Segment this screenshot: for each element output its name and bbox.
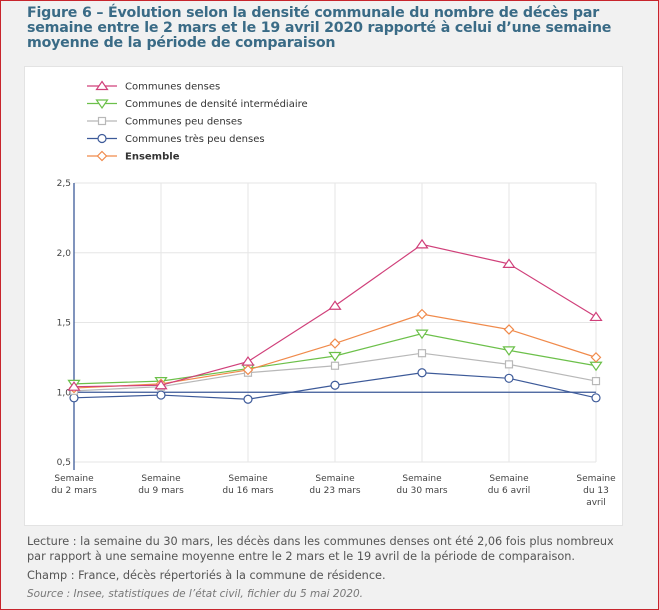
data-point bbox=[589, 361, 603, 372]
data-point bbox=[589, 311, 603, 322]
x-tick-line: du 2 mars bbox=[51, 486, 97, 496]
x-tick-line: Semaine bbox=[576, 474, 616, 484]
data-point bbox=[417, 368, 427, 378]
legend-marker bbox=[96, 150, 108, 162]
x-tick-line: Semaine bbox=[489, 474, 529, 484]
x-tick-label: Semaine du 30 mars bbox=[396, 474, 448, 496]
y-tick-label: 2,0 bbox=[57, 249, 72, 259]
x-tick-line: Semaine bbox=[315, 474, 355, 484]
data-point bbox=[415, 329, 429, 340]
y-tick-label: 2,5 bbox=[57, 179, 71, 189]
x-tick-line: Semaine bbox=[54, 474, 94, 484]
x-tick-line: avril bbox=[586, 498, 606, 508]
chart-container: 0,5 1,0 1,5 2,0 2,5 Semaine du 2 mars Semaine du… bbox=[24, 66, 623, 526]
data-point bbox=[590, 352, 602, 363]
x-tick-line: du 16 mars bbox=[222, 486, 274, 496]
data-point bbox=[69, 393, 79, 403]
data-point bbox=[591, 393, 601, 403]
data-point bbox=[502, 346, 516, 356]
data-point bbox=[156, 390, 166, 400]
source-note: Source : Insee, statistiques de l’état c… bbox=[27, 588, 363, 600]
legend-marker bbox=[95, 99, 109, 110]
legend-label: Communes de densité intermédiaire bbox=[125, 98, 308, 110]
data-point bbox=[328, 300, 342, 310]
legend-marker bbox=[97, 116, 107, 126]
data-point bbox=[503, 324, 515, 335]
data-point bbox=[330, 361, 340, 370]
y-tick-label: 1,5 bbox=[57, 319, 71, 329]
lecture-note: Lecture : la semaine du 30 mars, les déc… bbox=[27, 535, 614, 563]
legend-label: Communes denses bbox=[125, 82, 220, 93]
data-point bbox=[591, 376, 601, 386]
legend-label: Communes peu denses bbox=[125, 117, 242, 128]
data-point bbox=[504, 373, 514, 383]
x-tick-line: du 6 avril bbox=[488, 486, 530, 496]
x-tick-label: Semaine du 23 mars bbox=[309, 474, 361, 496]
legend-marker bbox=[95, 80, 109, 91]
figure-title: Figure 6 – Évolution selon la densité co… bbox=[27, 5, 612, 51]
data-point bbox=[415, 238, 429, 249]
x-tick-line: du 9 mars bbox=[138, 486, 184, 496]
data-point bbox=[67, 381, 81, 391]
x-tick-line: du 13 bbox=[583, 486, 609, 496]
data-point bbox=[416, 308, 428, 320]
data-point bbox=[330, 380, 340, 390]
data-point bbox=[242, 364, 254, 376]
data-point bbox=[502, 258, 516, 269]
legend-marker bbox=[97, 133, 107, 144]
x-tick-line: du 30 mars bbox=[396, 486, 448, 496]
x-tick-label: Semaine du 13 avril bbox=[576, 474, 616, 508]
line-chart: 0,5 1,0 1,5 2,0 2,5 Semaine du 2 mars Semaine du… bbox=[51, 80, 616, 508]
data-point bbox=[241, 356, 255, 366]
y-tick-label: 1,0 bbox=[57, 388, 72, 398]
x-tick-label: Semaine du 9 mars bbox=[138, 474, 184, 496]
legend-label: Ensemble bbox=[125, 152, 180, 163]
champ-note: Champ : France, décès répertoriés à la c… bbox=[27, 569, 386, 582]
data-point bbox=[243, 394, 253, 404]
x-tick-line: Semaine bbox=[228, 474, 268, 484]
y-tick-label: 0,5 bbox=[57, 458, 71, 468]
data-point bbox=[504, 360, 514, 369]
legend-label: Communes très peu denses bbox=[125, 133, 265, 145]
x-tick-label: Semaine du 2 mars bbox=[51, 474, 97, 496]
x-tick-label: Semaine du 16 mars bbox=[222, 474, 274, 496]
data-point bbox=[328, 351, 342, 362]
x-tick-line: du 23 mars bbox=[309, 486, 361, 496]
x-tick-line: Semaine bbox=[402, 474, 442, 484]
data-point bbox=[154, 379, 168, 390]
data-point bbox=[329, 338, 341, 349]
x-tick-label: Semaine du 6 avril bbox=[488, 474, 530, 496]
data-point bbox=[417, 349, 427, 358]
x-tick-line: Semaine bbox=[141, 474, 181, 484]
